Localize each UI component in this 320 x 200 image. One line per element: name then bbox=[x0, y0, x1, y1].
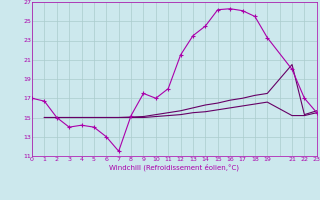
X-axis label: Windchill (Refroidissement éolien,°C): Windchill (Refroidissement éolien,°C) bbox=[109, 163, 239, 171]
